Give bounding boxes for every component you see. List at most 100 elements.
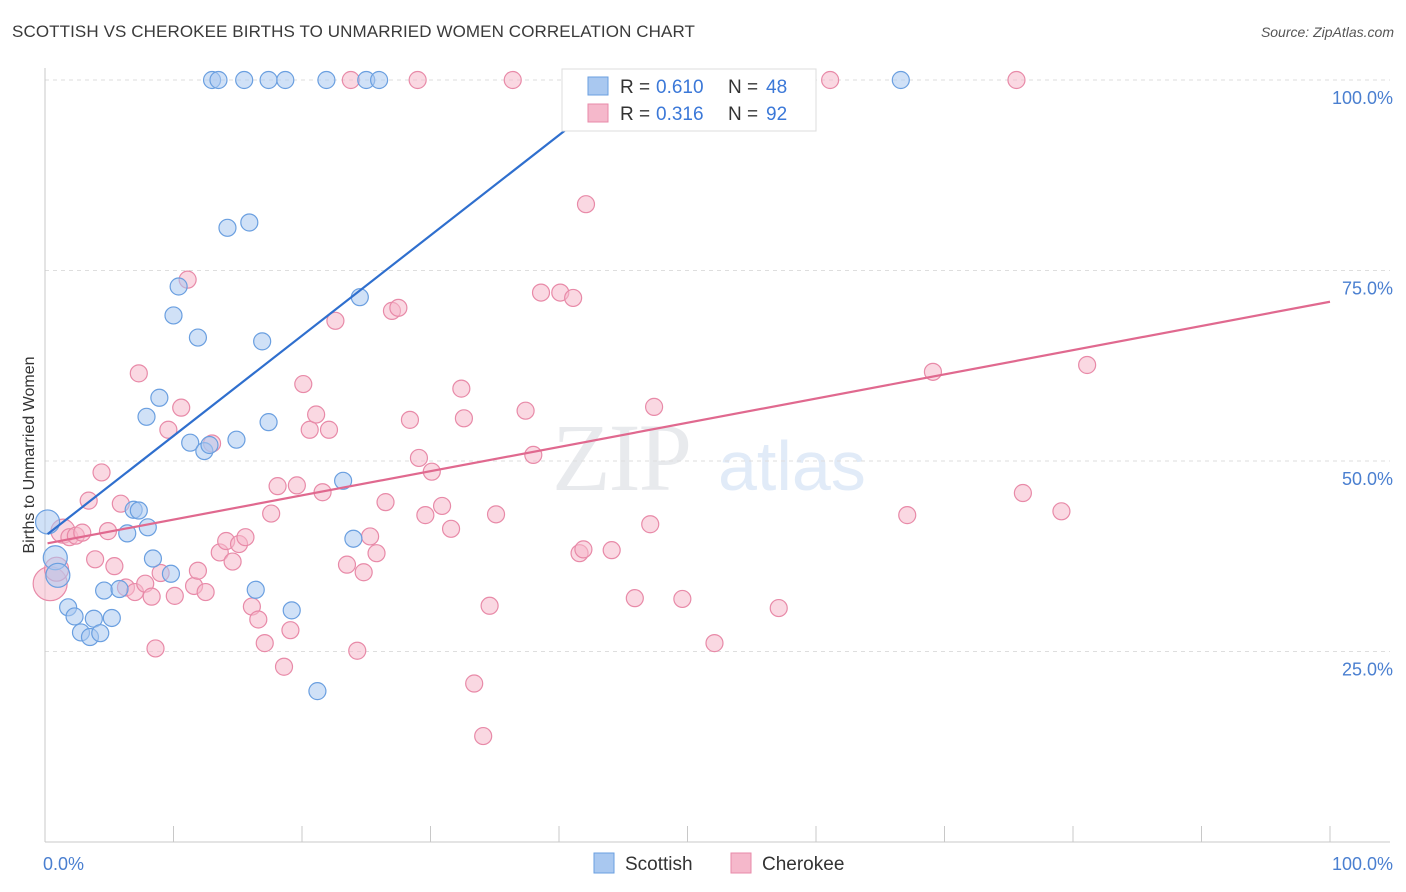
cherokee-point [196, 582, 215, 602]
scottish-point [161, 564, 181, 583]
series-legend-label-scottish[interactable]: Scottish [625, 854, 693, 875]
cherokee-point [341, 70, 360, 90]
x-tick-label-0: 0.0% [43, 854, 84, 874]
series-legend-swatch-scottish[interactable] [593, 852, 615, 874]
scottish-point [150, 388, 169, 407]
scottish-point [137, 407, 156, 426]
y-tick-label-0: 25.0% [1342, 660, 1393, 680]
scottish-point [143, 549, 163, 568]
cherokee-point [249, 610, 268, 629]
cherokee-point [531, 283, 551, 302]
legend-n-label-cherokee: N = [728, 104, 758, 125]
cherokee-point [223, 552, 242, 571]
cherokee-point [416, 506, 435, 525]
x-tick-label-1: 100.0% [1332, 854, 1393, 874]
scottish-point [891, 70, 910, 90]
series-legend-label-cherokee[interactable]: Cherokee [762, 854, 844, 875]
y-tick-label-2: 75.0% [1342, 279, 1393, 299]
cherokee-point [319, 420, 339, 439]
scottish-point [282, 601, 301, 620]
cherokee-point [300, 420, 319, 439]
scottish-point [370, 70, 389, 90]
scottish-point [246, 580, 265, 599]
scottish-point [259, 413, 278, 432]
cherokee-point [307, 405, 326, 424]
scottish-point [34, 509, 61, 535]
trendline-scottish [46, 79, 631, 536]
cherokee-point [337, 555, 357, 574]
cherokee-point [625, 589, 644, 608]
cherokee-point [673, 589, 692, 609]
legend-n-label-scottish: N = [728, 77, 758, 98]
cherokee-point [564, 288, 583, 308]
cherokee-point [274, 657, 294, 676]
scottish-point [164, 306, 183, 325]
cherokee-point [287, 476, 306, 495]
cherokee-point [86, 550, 105, 569]
cherokee-point [188, 561, 208, 580]
series-legend-swatch-cherokee[interactable] [730, 852, 752, 874]
cherokee-point [452, 379, 471, 398]
cherokee-point [348, 641, 367, 660]
chart-title: SCOTTISH VS CHEROKEE BIRTHS TO UNMARRIED… [12, 22, 696, 41]
legend-swatch-cherokee [587, 103, 609, 123]
scottish-point [253, 332, 272, 351]
cherokee-point [105, 557, 124, 576]
cherokee-point [576, 195, 596, 214]
scottish-point [102, 608, 121, 628]
cherokee-point [159, 420, 178, 439]
cherokee-point [1007, 70, 1026, 90]
cherokee-point [146, 639, 165, 658]
trendlines [46, 79, 1331, 545]
cherokee-point [821, 70, 840, 90]
scottish-point [65, 607, 84, 626]
cherokee-point [474, 726, 493, 746]
scottish-point [344, 529, 363, 548]
x-tick-labels: 0.0% 100.0% [43, 854, 1393, 874]
cherokee-point [486, 505, 506, 524]
cherokee-point [1013, 483, 1032, 503]
cherokee-point [454, 409, 474, 428]
scottish-point [110, 579, 129, 599]
scottish-point [91, 624, 110, 643]
stats-legend: R = 0.610 N = 48 R = 0.316 N = 92 [561, 68, 817, 132]
scottish-point [227, 430, 246, 449]
y-axis-label: Births to Unmarried Women [21, 356, 38, 553]
scottish-point [95, 581, 114, 600]
cherokee-point [769, 598, 788, 618]
cherokee-point [294, 374, 313, 394]
scottish-point [188, 328, 208, 347]
cherokee-point [376, 493, 395, 512]
legend-r-value-cherokee: 0.316 [656, 104, 704, 125]
cherokee-point [441, 519, 461, 538]
cherokee-point [408, 70, 427, 90]
cherokee-point [602, 541, 621, 560]
axes [44, 68, 1390, 843]
cherokee-point [172, 398, 191, 417]
scottish-point [317, 70, 336, 90]
cherokee-point [367, 544, 386, 563]
cherokee-point [409, 448, 429, 468]
scottish-point [218, 218, 237, 237]
scottish-point [169, 277, 188, 296]
scottish-point [259, 70, 278, 90]
y-tick-label-3: 100.0% [1332, 88, 1393, 108]
cherokee-point [574, 540, 593, 559]
scottish-point [308, 682, 327, 701]
scottish-point [240, 213, 259, 232]
cherokee-point [432, 496, 452, 516]
cherokee-point [503, 70, 522, 90]
scottish-points [34, 70, 910, 701]
cherokee-point [361, 527, 380, 546]
cherokee-point [142, 587, 161, 606]
cherokee-point [268, 477, 287, 496]
cherokee-point [1052, 502, 1071, 521]
cherokee-point [705, 634, 724, 653]
cherokee-point [236, 528, 255, 547]
cherokee-point [92, 463, 111, 482]
cherokee-point [262, 504, 281, 523]
cherokee-point [465, 674, 484, 693]
cherokee-point [524, 445, 543, 465]
cherokee-point [644, 397, 664, 416]
y-tick-label-1: 50.0% [1342, 469, 1393, 489]
